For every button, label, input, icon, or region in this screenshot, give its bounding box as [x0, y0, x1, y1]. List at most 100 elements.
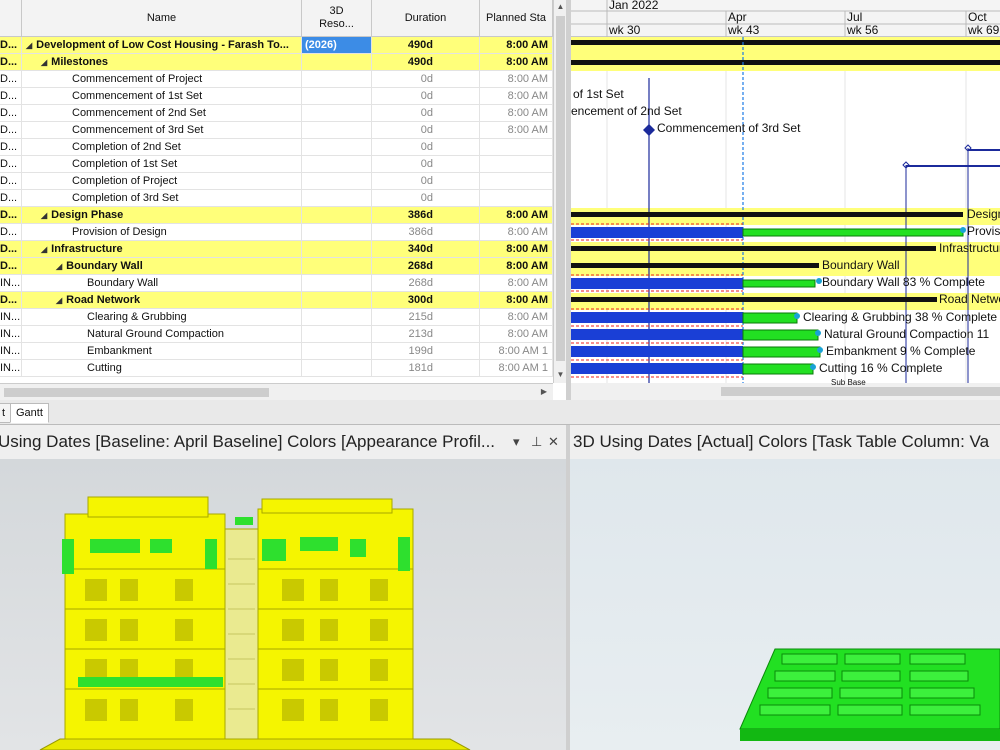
scroll-thumb[interactable]: [4, 388, 269, 397]
task-row[interactable]: IN... Clearing & Grubbing 215d 8:00 AM: [0, 309, 553, 326]
task-planned-start[interactable]: 8:00 AM 1: [480, 360, 553, 376]
task-name-cell[interactable]: Clearing & Grubbing: [22, 309, 302, 325]
task-name-cell[interactable]: Completion of 3rd Set: [22, 190, 302, 206]
planned-start-column-header[interactable]: Planned Sta: [480, 0, 553, 37]
task-name-cell[interactable]: Commencement of 3rd Set: [22, 122, 302, 138]
task-duration[interactable]: 0d: [372, 88, 480, 104]
task-resource[interactable]: [302, 139, 372, 155]
task-row[interactable]: D... ◢ Road Network 300d 8:00 AM: [0, 292, 553, 309]
task-row[interactable]: D... ◢ Development of Low Cost Housing - F…: [0, 37, 553, 54]
task-resource[interactable]: [302, 360, 372, 376]
task-planned-start[interactable]: 8:00 AM: [480, 241, 553, 257]
task-planned-start[interactable]: 8:00 AM: [480, 309, 553, 325]
task-row[interactable]: IN... Cutting 181d 8:00 AM 1: [0, 360, 553, 377]
task-resource[interactable]: [302, 292, 372, 308]
task-resource[interactable]: [302, 88, 372, 104]
task-planned-start[interactable]: 8:00 AM: [480, 224, 553, 240]
name-column-header[interactable]: Name: [22, 0, 302, 37]
task-duration[interactable]: 340d: [372, 241, 480, 257]
task-name-cell[interactable]: ◢ Infrastructure: [22, 241, 302, 257]
task-planned-start[interactable]: 8:00 AM: [480, 326, 553, 342]
task-resource[interactable]: [302, 309, 372, 325]
pane-pin-icon[interactable]: ⊥: [531, 434, 543, 449]
collapse-triangle-icon[interactable]: ◢: [56, 296, 63, 305]
task-row[interactable]: D... ◢ Infrastructure 340d 8:00 AM: [0, 241, 553, 258]
collapse-triangle-icon[interactable]: ◢: [41, 245, 48, 254]
task-row[interactable]: D... Completion of 1st Set 0d: [0, 156, 553, 173]
task-planned-start[interactable]: 8:00 AM: [480, 54, 553, 70]
task-duration[interactable]: 213d: [372, 326, 480, 342]
task-resource[interactable]: [302, 54, 372, 70]
scroll-right-arrow-icon[interactable]: ▶: [540, 387, 548, 396]
task-row[interactable]: IN... Boundary Wall 268d 8:00 AM: [0, 275, 553, 292]
task-name-cell[interactable]: Commencement of 2nd Set: [22, 105, 302, 121]
task-duration[interactable]: 386d: [372, 207, 480, 223]
task-planned-start[interactable]: [480, 173, 553, 189]
task-duration[interactable]: 300d: [372, 292, 480, 308]
collapse-triangle-icon[interactable]: ◢: [41, 58, 48, 67]
task-duration[interactable]: 215d: [372, 309, 480, 325]
table-horizontal-scrollbar[interactable]: ▶: [0, 383, 553, 400]
table-vertical-scrollbar[interactable]: ▲ ▼: [553, 0, 566, 383]
task-resource[interactable]: [302, 224, 372, 240]
task-name-cell[interactable]: ◢ Road Network: [22, 292, 302, 308]
task-planned-start[interactable]: 8:00 AM 1: [480, 343, 553, 359]
task-planned-start[interactable]: 8:00 AM: [480, 207, 553, 223]
task-resource[interactable]: [302, 71, 372, 87]
3d-resource-column-header[interactable]: 3D Reso...: [302, 0, 372, 37]
task-duration[interactable]: 268d: [372, 275, 480, 291]
task-name-cell[interactable]: ◢ Boundary Wall: [22, 258, 302, 274]
task-name-cell[interactable]: Completion of Project: [22, 173, 302, 189]
task-planned-start[interactable]: 8:00 AM: [480, 88, 553, 104]
task-resource[interactable]: [302, 343, 372, 359]
scroll-up-arrow-icon[interactable]: ▲: [556, 2, 565, 11]
task-resource[interactable]: [302, 326, 372, 342]
task-planned-start[interactable]: 8:00 AM: [480, 105, 553, 121]
task-name-cell[interactable]: ◢ Design Phase: [22, 207, 302, 223]
task-row[interactable]: D... Completion of 3rd Set 0d: [0, 190, 553, 207]
task-row[interactable]: D... Commencement of 3rd Set 0d 8:00 AM: [0, 122, 553, 139]
duration-column-header[interactable]: Duration: [372, 0, 480, 37]
tab-gantt[interactable]: Gantt: [10, 403, 49, 423]
task-duration[interactable]: 386d: [372, 224, 480, 240]
task-resource[interactable]: [302, 275, 372, 291]
task-duration[interactable]: 490d: [372, 54, 480, 70]
task-row[interactable]: IN... Natural Ground Compaction 213d 8:00 A…: [0, 326, 553, 343]
pane-dropdown-icon[interactable]: ▾: [513, 434, 520, 449]
id-column-header[interactable]: [0, 0, 22, 37]
pane-splitter[interactable]: [566, 425, 570, 750]
task-duration[interactable]: 0d: [372, 122, 480, 138]
task-resource[interactable]: [302, 156, 372, 172]
task-resource[interactable]: [302, 207, 372, 223]
task-planned-start[interactable]: [480, 139, 553, 155]
task-planned-start[interactable]: 8:00 AM: [480, 275, 553, 291]
task-duration[interactable]: 199d: [372, 343, 480, 359]
task-row[interactable]: D... Provision of Design 386d 8:00 AM: [0, 224, 553, 241]
task-planned-start[interactable]: 8:00 AM: [480, 71, 553, 87]
task-name-cell[interactable]: Commencement of 1st Set: [22, 88, 302, 104]
task-planned-start[interactable]: 8:00 AM: [480, 37, 553, 53]
task-name-cell[interactable]: Commencement of Project: [22, 71, 302, 87]
task-duration[interactable]: 0d: [372, 156, 480, 172]
task-duration[interactable]: 268d: [372, 258, 480, 274]
task-row[interactable]: D... ◢ Milestones 490d 8:00 AM: [0, 54, 553, 71]
task-duration[interactable]: 0d: [372, 105, 480, 121]
task-resource[interactable]: [302, 190, 372, 206]
task-resource[interactable]: [302, 173, 372, 189]
task-planned-start[interactable]: [480, 156, 553, 172]
task-duration[interactable]: 181d: [372, 360, 480, 376]
task-row[interactable]: D... ◢ Design Phase 386d 8:00 AM: [0, 207, 553, 224]
task-resource[interactable]: [302, 122, 372, 138]
task-resource[interactable]: [302, 105, 372, 121]
task-resource[interactable]: [302, 258, 372, 274]
task-row[interactable]: IN... Embankment 199d 8:00 AM 1: [0, 343, 553, 360]
task-name-cell[interactable]: Completion of 1st Set: [22, 156, 302, 172]
left-3d-viewport[interactable]: [0, 459, 566, 750]
scroll-down-arrow-icon[interactable]: ▼: [556, 370, 565, 379]
task-row[interactable]: D... Commencement of 2nd Set 0d 8:00 AM: [0, 105, 553, 122]
task-duration[interactable]: 0d: [372, 71, 480, 87]
scroll-thumb[interactable]: [556, 16, 565, 361]
task-duration[interactable]: 0d: [372, 173, 480, 189]
task-name-cell[interactable]: Provision of Design: [22, 224, 302, 240]
task-duration[interactable]: 0d: [372, 190, 480, 206]
